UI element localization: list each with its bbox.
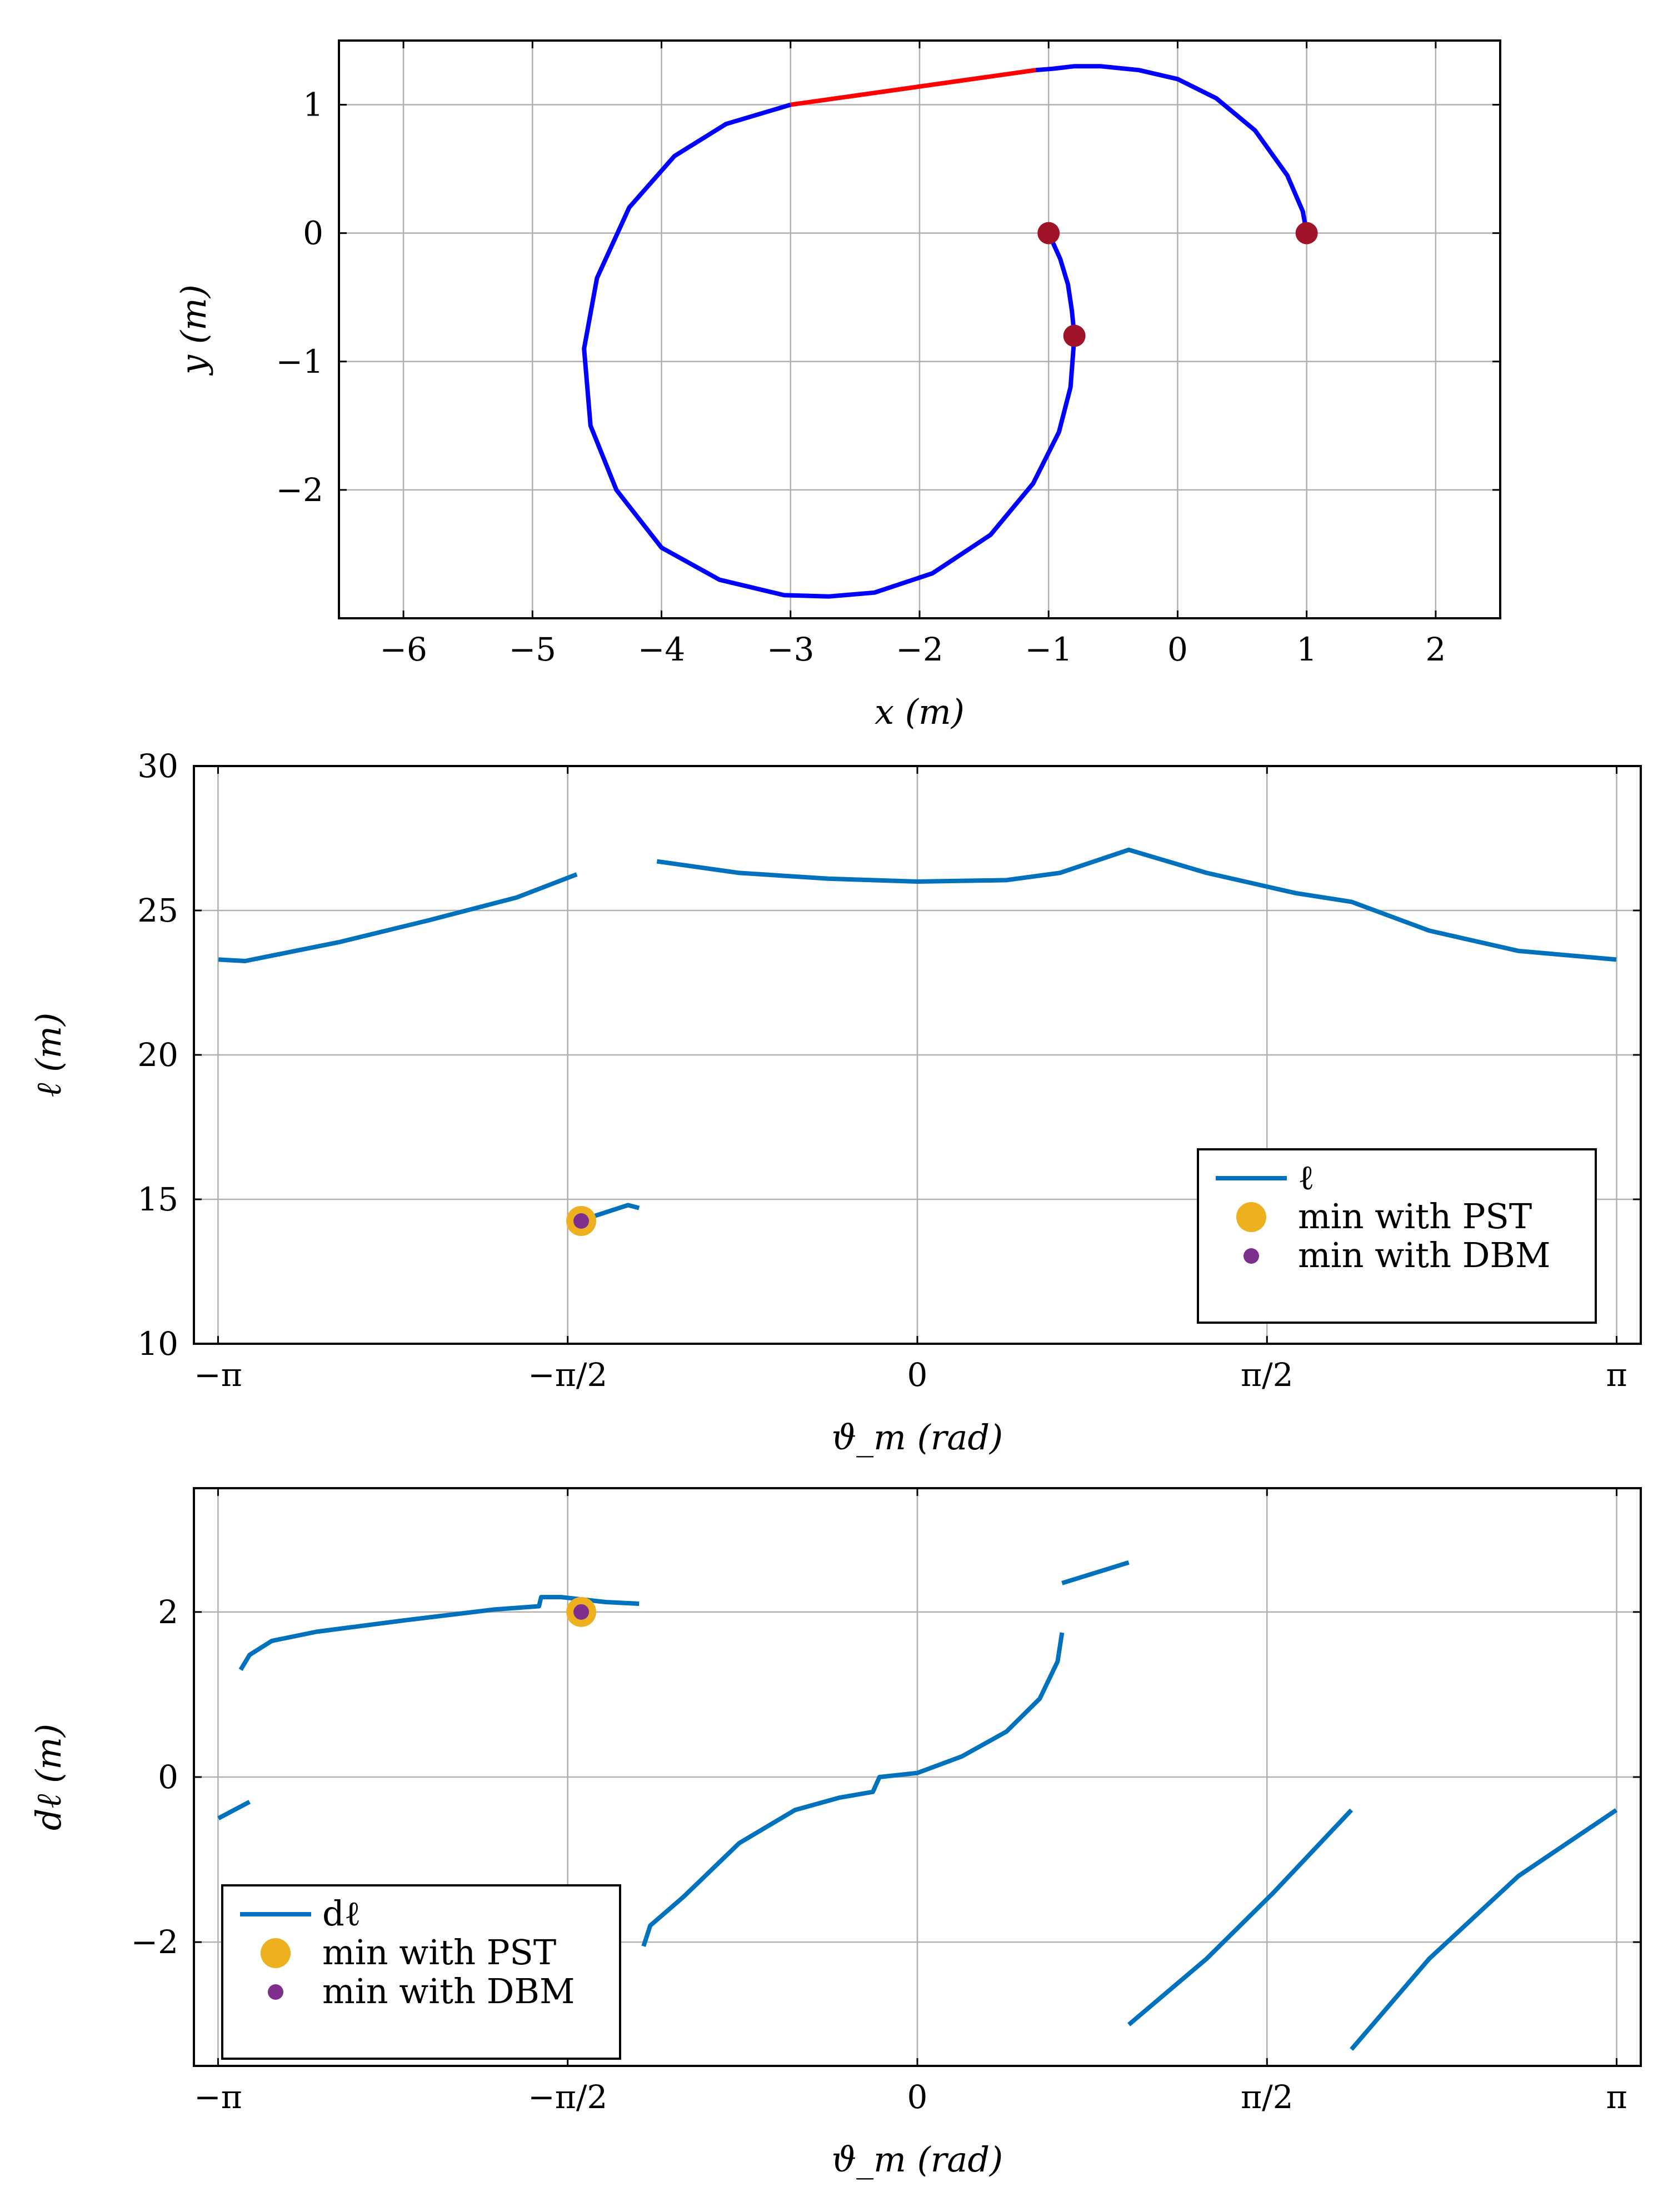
ell-x-label: ϑ_m (rad) — [832, 1417, 1003, 1458]
path-point-marker — [1037, 222, 1060, 244]
path-y-tick-label: −1 — [276, 343, 324, 381]
ell-y-tick-label: 20 — [137, 1036, 178, 1074]
dell-x-tick-label: π — [1606, 2078, 1627, 2116]
ell-y-tick-label: 10 — [137, 1325, 178, 1363]
dell-min-dbm-marker — [573, 1604, 590, 1620]
dell-x-tick-label: π/2 — [1241, 2078, 1294, 2116]
dell-legend-pst-swatch — [261, 1938, 291, 1968]
path-x-label: x (m) — [875, 692, 965, 732]
dell-line-segment — [1061, 1560, 1130, 1585]
path-series — [582, 64, 1309, 599]
dell-legend-entry-pst: min with PST — [322, 1932, 556, 1973]
path-points — [1037, 222, 1318, 347]
ell-series — [218, 847, 1617, 1222]
dell-y-tick-label: −2 — [131, 1923, 179, 1961]
dell-x-tick-label: −π/2 — [528, 2078, 607, 2116]
dell-legend-dbm-swatch — [268, 1984, 283, 2000]
dell-line-segment — [217, 1800, 251, 1820]
dell-y-tick-label: 0 — [158, 1758, 178, 1796]
ell-legend-entry-ell: ℓ — [1298, 1157, 1315, 1198]
path-y-label: y (m) — [173, 284, 214, 376]
ell-line-segment — [582, 1203, 640, 1222]
path-y-tick-label: −2 — [276, 471, 324, 509]
path-x-tick-label: −6 — [379, 630, 427, 668]
path-series-arc1 — [1035, 64, 1309, 234]
dell-legend-entry-dell: dℓ — [322, 1893, 361, 1934]
dell-legend: dℓ min with PST min with DBM — [221, 1884, 621, 2060]
ell-x-tick-label: −π/2 — [528, 1356, 607, 1394]
dell-line-segment — [1127, 1808, 1354, 2026]
ell-line-segment — [656, 847, 1617, 962]
path-x-tick-label: 0 — [1167, 630, 1188, 668]
path-x-tick-label: −4 — [638, 630, 686, 668]
path-x-tick-label: −5 — [509, 630, 557, 668]
dell-line-segment — [641, 1632, 1065, 1947]
ell-min-points — [566, 1206, 597, 1236]
path-x-ticks: −6 −5 −4 −3 −2 −1 0 1 2 — [379, 41, 1446, 668]
ell-y-tick-label: 25 — [137, 892, 178, 929]
ell-x-tick-label: π/2 — [1241, 1356, 1294, 1394]
path-series-arc2 — [582, 102, 1077, 599]
dell-line-segment — [1350, 1808, 1618, 2051]
dell-x-ticks: −π −π/2 0 π/2 π — [194, 1488, 1627, 2116]
ell-y-ticks: 10 15 20 25 30 — [137, 747, 1641, 1363]
ell-y-label: ℓ (m) — [28, 1013, 69, 1098]
dell-legend-entry-dbm: min with DBM — [322, 1971, 575, 2011]
path-grid — [339, 41, 1500, 618]
path-y-tick-label: 0 — [303, 214, 323, 252]
ell-y-tick-label: 15 — [137, 1180, 178, 1218]
path-x-tick-label: 2 — [1425, 630, 1446, 668]
path-x-tick-label: 1 — [1296, 630, 1317, 668]
dell-y-ticks: −2 0 2 — [131, 1593, 1641, 1961]
ell-legend-dbm-swatch — [1243, 1248, 1259, 1264]
dell-y-tick-label: 2 — [158, 1593, 178, 1631]
path-y-tick-label: 1 — [303, 86, 323, 124]
path-y-ticks: −2 −1 0 1 — [276, 86, 1500, 509]
path-chart: −6 −5 −4 −3 −2 −1 0 1 2 −2 −1 0 1 x (m) y (m) — [173, 39, 1501, 732]
dell-min-points — [566, 1597, 597, 1627]
path-point-marker — [1295, 222, 1318, 244]
path-series-straight — [790, 68, 1036, 107]
ell-x-tick-label: 0 — [907, 1356, 928, 1394]
dell-chart: −π −π/2 0 π/2 π −2 0 2 ϑ_m (rad) dℓ (m) dℓ min… — [28, 1487, 1642, 2180]
ell-chart: −π −π/2 0 π/2 π 10 15 20 25 30 ϑ_m (rad) ℓ (m) ℓ… — [28, 747, 1642, 1458]
path-point-marker — [1063, 324, 1086, 347]
dell-x-label: ϑ_m (rad) — [832, 2139, 1003, 2180]
ell-line-segment — [218, 872, 578, 963]
ell-legend-entry-dbm: min with DBM — [1298, 1235, 1550, 1275]
ell-min-dbm-marker — [573, 1213, 590, 1229]
ell-y-tick-label: 30 — [137, 747, 178, 785]
ell-x-ticks: −π −π/2 0 π/2 π — [194, 766, 1627, 1394]
ell-x-tick-label: −π — [194, 1356, 242, 1394]
path-x-tick-label: −1 — [1025, 630, 1072, 668]
dell-x-tick-label: −π — [194, 2078, 242, 2116]
ell-x-tick-label: π — [1606, 1356, 1627, 1394]
ell-legend: ℓ min with PST min with DBM — [1197, 1148, 1597, 1324]
path-x-tick-label: −3 — [767, 630, 815, 668]
path-x-tick-label: −2 — [896, 630, 943, 668]
dell-y-label: dℓ (m) — [28, 1724, 69, 1830]
ell-legend-entry-pst: min with PST — [1298, 1196, 1532, 1237]
ell-legend-pst-swatch — [1236, 1202, 1266, 1232]
dell-x-tick-label: 0 — [907, 2078, 928, 2116]
